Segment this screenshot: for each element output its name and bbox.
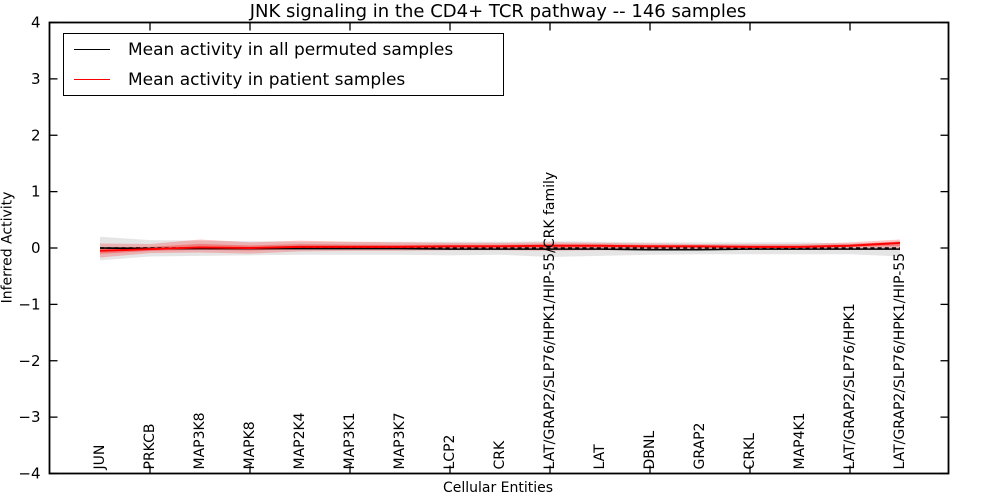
x-category-label: GRAP2 xyxy=(692,423,708,470)
x-category-label: MAP3K1 xyxy=(342,412,358,469)
y-tick-label: 3 xyxy=(31,70,41,88)
x-category-label: LAT/GRAP2/SLP76/HPK1/HIP-55/CRK family xyxy=(542,172,558,470)
x-category-label: MAP3K8 xyxy=(192,412,208,469)
patient-mean-line xyxy=(99,241,901,252)
legend-line-sample-black xyxy=(74,49,110,50)
legend-label: Mean activity in all permuted samples xyxy=(128,39,454,60)
x-category-label: MAPK8 xyxy=(242,421,258,469)
y-tick-label: −4 xyxy=(18,465,40,483)
x-category-label: LAT/GRAP2/SLP76/HPK1 xyxy=(842,303,858,469)
legend-box: Mean activity in all permuted samples Me… xyxy=(63,33,504,96)
y-tick-label: 0 xyxy=(31,239,41,257)
x-category-label: JUN xyxy=(92,445,108,471)
x-category-label: MAP3K7 xyxy=(392,412,408,469)
x-category-label: LAT/GRAP2/SLP76/HPK1/HIP-55 xyxy=(892,253,908,470)
chart-title: JNK signaling in the CD4+ TCR pathway --… xyxy=(249,1,747,22)
x-category-label: DBNL xyxy=(642,431,658,470)
y-tick-label: −2 xyxy=(18,352,40,370)
y-axis-label: Inferred Activity xyxy=(0,191,16,304)
x-category-label: LCP2 xyxy=(442,435,458,470)
x-category-label: LAT xyxy=(592,444,608,470)
legend-entry-permuted: Mean activity in all permuted samples xyxy=(64,35,503,64)
x-axis-label: Cellular Entities xyxy=(442,480,554,496)
legend-line-sample-red xyxy=(74,79,110,80)
y-tick-label: 2 xyxy=(31,126,41,144)
y-tick-label: −3 xyxy=(18,408,40,426)
y-tick-label: 4 xyxy=(31,14,41,32)
y-tick-label: 1 xyxy=(31,183,41,201)
x-category-label: CRK xyxy=(492,440,508,470)
legend-label: Mean activity in patient samples xyxy=(128,69,406,90)
x-category-label: CRKL xyxy=(742,433,758,470)
x-category-label: MAP4K1 xyxy=(792,412,808,469)
y-tick-label: −1 xyxy=(18,295,40,313)
x-category-label: MAP2K4 xyxy=(292,412,308,469)
legend-entry-patient: Mean activity in patient samples xyxy=(64,65,503,94)
x-category-label: PRKCB xyxy=(142,424,158,470)
